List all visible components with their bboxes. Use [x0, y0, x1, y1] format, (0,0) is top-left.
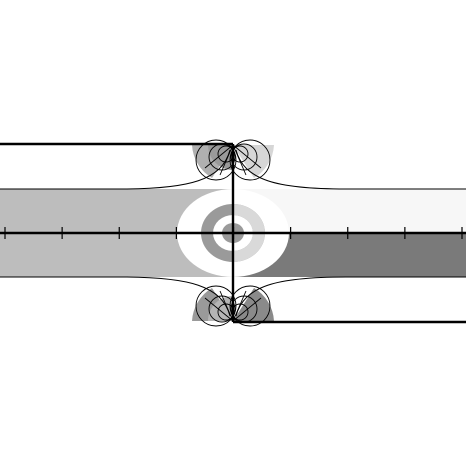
- ring-right-overlay: [233, 204, 265, 262]
- band-upper-left: [0, 189, 233, 233]
- boundary-curves: [0, 149, 466, 317]
- lower-arc-4: [229, 285, 271, 327]
- lower-arc-3: [195, 285, 237, 327]
- lower-ray-4: [232, 290, 247, 322]
- strip-bands: [0, 189, 466, 277]
- upper-ray-1: [204, 144, 234, 169]
- upper-arc-4: [229, 139, 271, 181]
- lower-ray-2: [232, 297, 262, 322]
- axis-ticks: [4, 227, 463, 239]
- upper-ray-3: [219, 144, 234, 176]
- upper-arc-3: [195, 139, 237, 181]
- upper-fan: [192, 139, 274, 181]
- upper-fan-inner: [208, 145, 233, 170]
- curve-lower-left: [0, 276, 231, 317]
- band-lower-left: [0, 233, 233, 277]
- band-lower-right: [233, 233, 466, 277]
- upper-ray-2: [232, 144, 262, 169]
- curve-upper-left: [0, 149, 231, 190]
- curve-lower-right: [235, 276, 466, 317]
- curve-upper-right: [235, 149, 466, 190]
- upper-ray-4: [232, 144, 247, 176]
- lower-fan-inner: [208, 296, 233, 321]
- lower-fan: [192, 285, 274, 327]
- lower-ray-3: [219, 290, 234, 322]
- lower-ray-1: [204, 297, 234, 322]
- band-upper-right: [233, 189, 466, 233]
